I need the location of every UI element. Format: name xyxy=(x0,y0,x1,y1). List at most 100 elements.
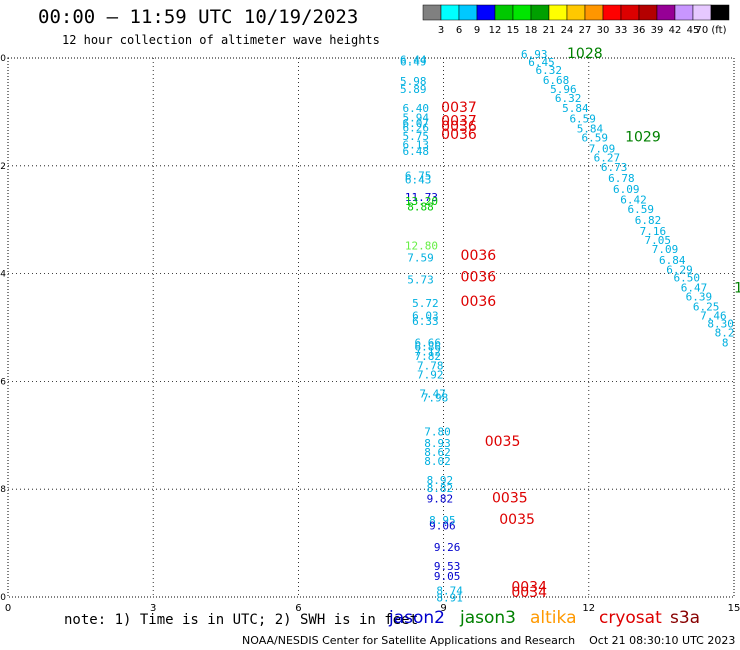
swh-label: 9.26 xyxy=(434,541,461,554)
swh-label: 8.74 xyxy=(436,584,463,597)
swh-label: 5.98 xyxy=(400,75,427,88)
pass-time-label: 0035 xyxy=(492,491,528,507)
mission-label-jason3: jason3 xyxy=(460,608,516,628)
header-subtitle: 12 hour collection of altimeter wave hei… xyxy=(62,33,380,47)
swh-label: 7.09 xyxy=(589,142,616,155)
swh-label: 8.82 xyxy=(427,482,454,495)
swh-label: 7.47 xyxy=(419,388,446,401)
swh-label: 7.12 xyxy=(415,346,442,359)
swh-label: 7.80 xyxy=(424,425,451,438)
swh-label: 6.44 xyxy=(400,53,427,66)
swh-label: 6.75 xyxy=(405,169,432,182)
swh-label: 9.82 xyxy=(427,493,454,506)
swh-label: 7.09 xyxy=(652,243,679,256)
x-axis-label: 9 xyxy=(440,603,446,614)
swh-label: 7.59 xyxy=(407,252,434,265)
swh-label: 5.75 xyxy=(402,130,429,143)
swh-label: 6.09 xyxy=(613,183,640,196)
x-axis-label: 15 xyxy=(728,603,740,614)
pass-time-label: 1029 xyxy=(625,130,661,146)
swh-label: 8.95 xyxy=(429,514,456,527)
swh-label: 8.30 xyxy=(707,318,734,331)
swh-label: 7.98 xyxy=(422,391,449,404)
swh-label: 5.94 xyxy=(402,112,429,125)
swh-label: 8.91 xyxy=(436,591,463,604)
swh-label: 5.73 xyxy=(407,273,434,286)
y-axis-label: 44 xyxy=(0,270,6,280)
swh-label: 6.32 xyxy=(536,64,563,77)
pass-time-label: 0035 xyxy=(485,434,521,450)
swh-label: 6.47 xyxy=(681,281,708,294)
swh-label: 8 xyxy=(722,336,729,349)
swh-label: 5.96 xyxy=(550,83,577,96)
x-axis-label: 3 xyxy=(150,603,156,614)
swh-label: 6.84 xyxy=(659,254,686,267)
swh-label: 6.40 xyxy=(402,102,429,115)
pass-time-label: 10 xyxy=(734,280,740,296)
swh-label: 6.59 xyxy=(569,113,596,126)
y-axis-label: 48 xyxy=(0,485,6,495)
swh-label: 5.89 xyxy=(400,83,427,96)
swh-label: 8.92 xyxy=(427,474,454,487)
swh-label: 8.2 xyxy=(715,327,735,340)
mission-label-jason2: jason2 xyxy=(389,608,445,628)
swh-label: 8.02 xyxy=(424,455,451,468)
swh-label: 13.20 xyxy=(405,195,438,208)
swh-label: 6.59 xyxy=(628,203,655,216)
pass-time-label: 0036 xyxy=(461,270,497,286)
x-axis-label: 6 xyxy=(295,603,301,614)
swh-label: 6.13 xyxy=(402,139,429,152)
pass-time-label: 0037 xyxy=(441,113,477,129)
mission-label-cryosat: cryosat xyxy=(599,608,662,628)
swh-label: 6.73 xyxy=(601,161,628,174)
map-border xyxy=(7,57,735,598)
swh-label: 6.27 xyxy=(594,151,621,164)
swh-label: 7.92 xyxy=(417,369,444,382)
swh-label: 7.82 xyxy=(415,350,442,363)
mission-label-s3a: s3a xyxy=(670,608,701,628)
swh-label: 6.43 xyxy=(405,174,432,187)
swh-label: 6.78 xyxy=(608,172,635,185)
swh-label: 6.66 xyxy=(415,336,442,349)
swh-label: 12.80 xyxy=(405,239,438,252)
swh-label: 8.62 xyxy=(424,446,451,459)
pass-time-label: 0036 xyxy=(461,294,497,310)
pass-time-label: 0034 xyxy=(511,585,547,601)
pass-time-label: 0034 xyxy=(511,580,547,596)
swh-label: 8.88 xyxy=(407,201,434,214)
swh-label: 6.59 xyxy=(582,132,609,145)
swh-label: 5.84 xyxy=(577,122,604,135)
swh-label: 6.86 xyxy=(415,341,442,354)
swh-label: 9.53 xyxy=(434,560,461,573)
swh-label: 7.46 xyxy=(700,309,727,322)
pass-time-label: 0037 xyxy=(441,100,477,116)
swh-label: 7.78 xyxy=(417,360,444,373)
swh-label: 7.05 xyxy=(644,234,671,247)
swh-label: 6.68 xyxy=(543,74,570,87)
swh-label: 9.05 xyxy=(434,570,461,583)
swh-label: 6.93 xyxy=(521,48,548,61)
swh-label: 6.32 xyxy=(555,92,582,105)
swh-label: 6.45 xyxy=(528,56,555,69)
y-axis-label: 40 xyxy=(0,54,6,64)
pass-time-label: 0035 xyxy=(499,512,535,528)
swh-label: 6.07 xyxy=(402,117,429,130)
pass-time-label: 0036 xyxy=(461,248,497,264)
swh-label: 6.26 xyxy=(402,121,429,134)
y-axis-label: 46 xyxy=(0,377,6,387)
swh-label: 6.49 xyxy=(400,56,427,69)
pass-time-label: 0036 xyxy=(441,127,477,143)
swh-label: 5.84 xyxy=(562,102,589,115)
header-title: 00:00 – 11:59 UTC 10/19/2023 xyxy=(38,6,359,28)
swh-label: 6.25 xyxy=(693,300,720,313)
x-axis-label: 0 xyxy=(5,603,11,614)
swh-label: 6.50 xyxy=(674,272,701,285)
pass-time-label: 0036 xyxy=(441,119,477,135)
y-axis-label: 50 xyxy=(0,593,6,603)
swh-label: 6.39 xyxy=(686,291,713,304)
swh-label: 7.16 xyxy=(640,225,667,238)
swh-label: 9.06 xyxy=(429,520,456,533)
footer-note: note: 1) Time is in UTC; 2) SWH is in fe… xyxy=(64,612,419,628)
map-frame xyxy=(7,57,735,598)
